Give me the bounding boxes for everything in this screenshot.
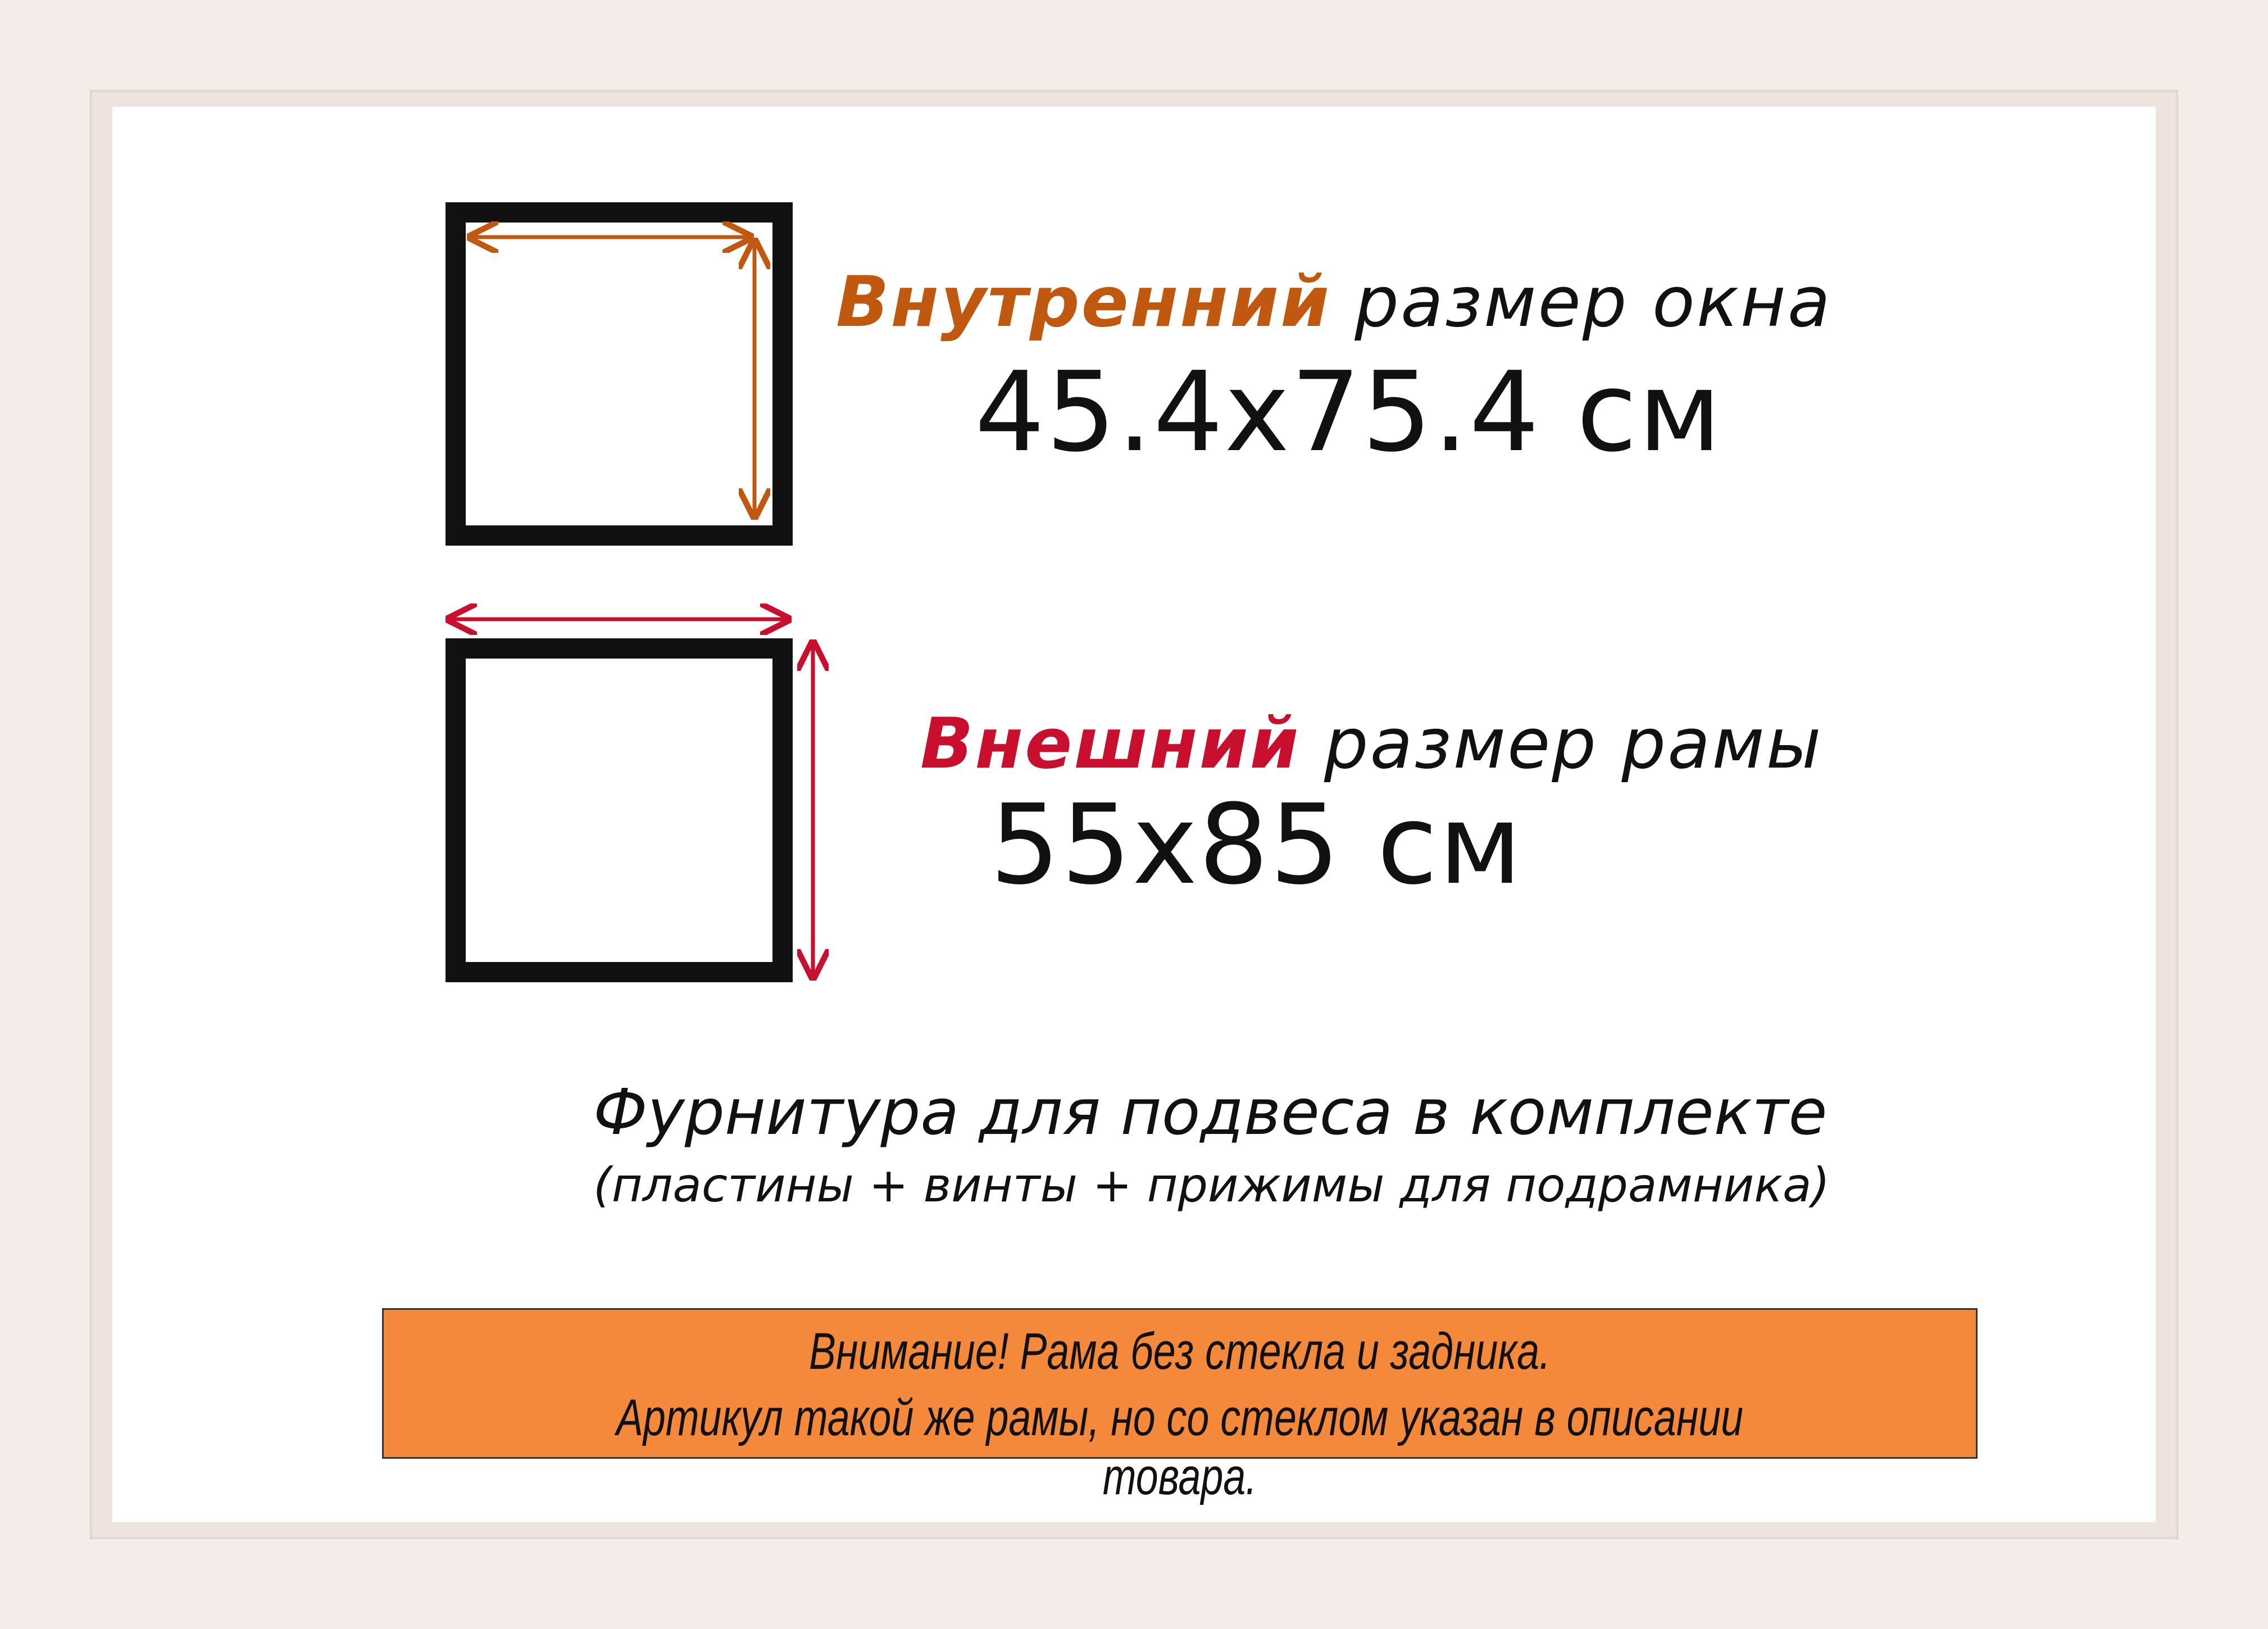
- notice-line-1: Внимание! Рама без стекла и задника.: [808, 1323, 1551, 1380]
- notice-box: Внимание! Рама без стекла и задника. Арт…: [382, 1308, 1978, 1505]
- inner-size-label: размер окна: [1330, 262, 1832, 343]
- hardware-title: Фурнитура для подвеса в комплекте: [593, 1076, 1828, 1149]
- outer-size-diagram: [446, 638, 793, 982]
- outer-size-heading: Внешний размер рамы: [920, 704, 1823, 784]
- hardware-subtitle: (пластины + винты + прижимы для подрамни…: [593, 1158, 1830, 1213]
- inner-size-diagram: [446, 202, 793, 546]
- inner-size-heading: Внутренний размер окна: [836, 262, 1832, 343]
- outer-size-value: 55x85 см: [990, 781, 1523, 909]
- outer-size-label: размер рамы: [1300, 704, 1823, 784]
- inner-size-value: 45.4x75.4 см: [975, 348, 1722, 477]
- outer-size-highlight: Внешний: [920, 704, 1301, 784]
- inner-size-highlight: Внутренний: [836, 262, 1331, 343]
- notice-line-2: Артикул такой же рамы, но со стеклом ука…: [616, 1389, 1744, 1505]
